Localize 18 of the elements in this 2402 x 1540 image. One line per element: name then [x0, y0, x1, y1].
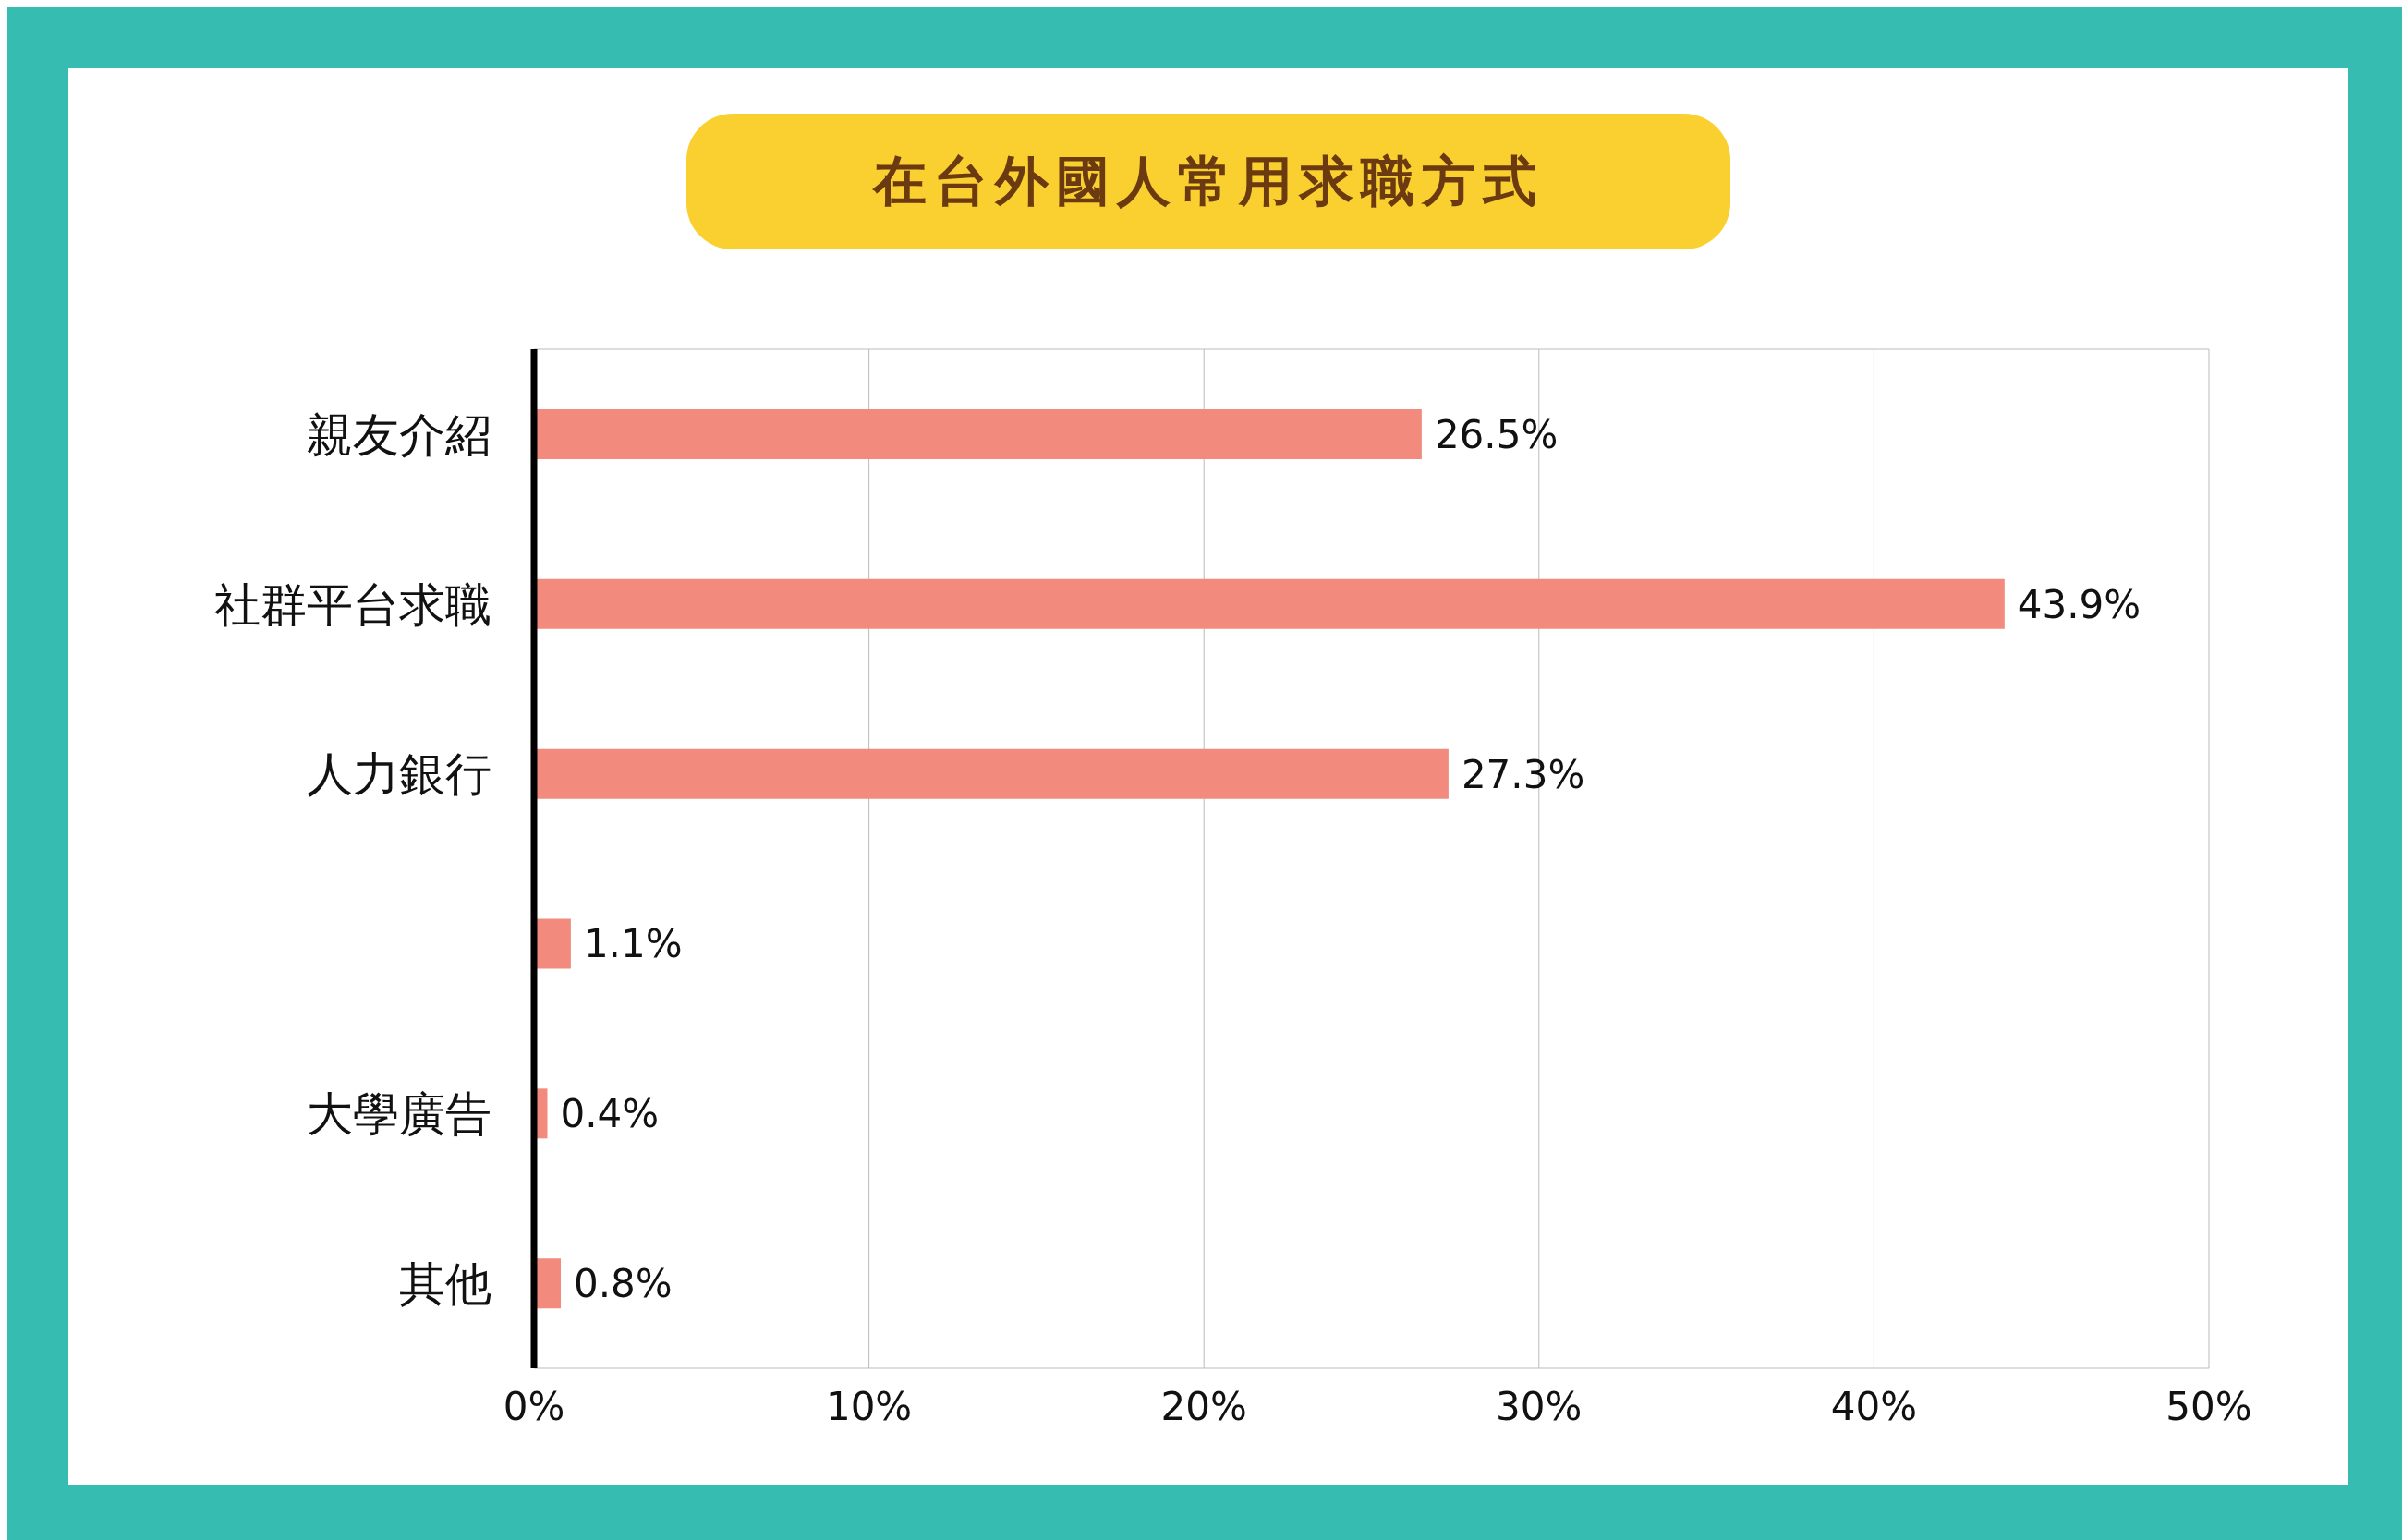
data-label: 1.1% — [583, 921, 683, 967]
x-tick-label: 40% — [1830, 1383, 1918, 1429]
x-tick-label: 0% — [503, 1383, 565, 1429]
y-tick-label: 其他 — [399, 1256, 491, 1311]
x-tick-label: 10% — [825, 1383, 913, 1429]
data-label: 0.8% — [574, 1261, 673, 1307]
y-tick-label: 人力銀行 — [307, 747, 491, 802]
x-tick-label: 30% — [1496, 1383, 1583, 1429]
data-label: 43.9% — [2017, 581, 2141, 627]
y-tick-label: 大學廣告 — [307, 1087, 491, 1141]
x-tick-label: 50% — [2165, 1383, 2252, 1429]
data-label: 27.3% — [1461, 751, 1585, 797]
chart-title: 在台外國人常用求職方式 — [686, 114, 1730, 249]
y-tick-label: 親友介紹 — [307, 407, 491, 462]
data-label: 0.4% — [560, 1091, 660, 1137]
data-label: 26.5% — [1434, 411, 1559, 457]
y-tick-label: 社群平台求職 — [214, 577, 491, 632]
x-tick-label: 20% — [1160, 1383, 1247, 1429]
